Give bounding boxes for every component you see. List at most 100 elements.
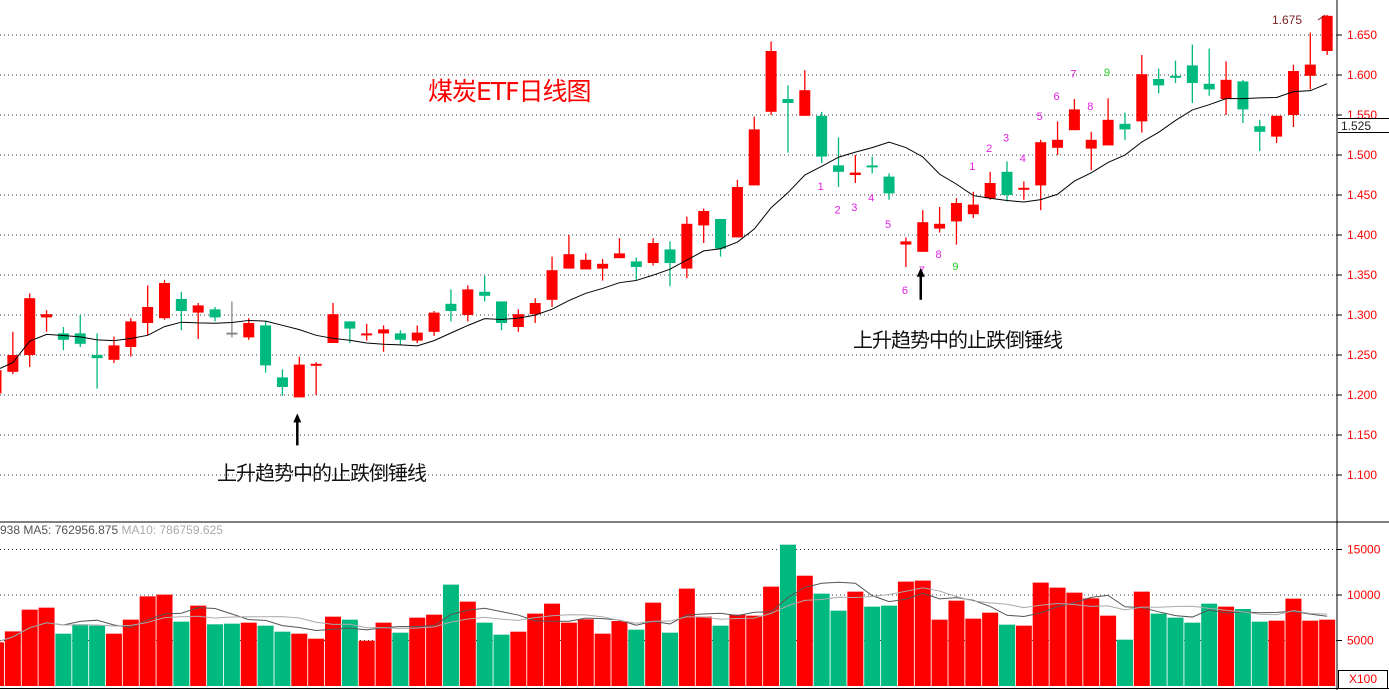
volume-bar: [1116, 639, 1133, 686]
volume-bar: [1049, 587, 1066, 686]
volume-bar: [864, 606, 881, 686]
td-count-label: 1: [969, 161, 975, 173]
candle-body: [125, 321, 137, 347]
candle-body: [950, 203, 962, 222]
volume-bar: [1015, 625, 1032, 686]
candle-body: [142, 307, 154, 323]
volume-bar: [645, 602, 662, 686]
candle-body: [866, 165, 878, 168]
candle-body: [917, 222, 929, 252]
volume-bar: [223, 623, 240, 686]
candle-body: [91, 355, 103, 359]
volume-bar: [257, 625, 274, 686]
annotation-label-2: 上升趋势中的止跌倒锤线: [853, 328, 1063, 352]
volume-bar: [1167, 617, 1184, 686]
volume-bar: [847, 591, 864, 686]
candle-body: [1052, 139, 1064, 148]
candle-body: [1085, 139, 1097, 149]
volume-bar: [358, 640, 375, 686]
candle-body: [41, 314, 53, 318]
td-count-label: 8: [936, 249, 942, 261]
ma10-line: [0, 83, 1328, 369]
arrow-up-icon: [916, 267, 925, 277]
candle-body: [159, 283, 170, 319]
candle-body: [529, 303, 541, 315]
volume-bar: [291, 633, 308, 686]
volume-bar: [459, 601, 476, 686]
candle-body: [378, 329, 390, 334]
candle-body: [361, 333, 373, 336]
volume-bar: [662, 632, 678, 686]
volume-header: 938 MA5: 762956.875 MA10: 786759.625: [0, 523, 223, 537]
volume-header-prefix: 938: [0, 523, 21, 537]
volume-bar: [729, 614, 746, 686]
volume-unit-label: X100: [1338, 670, 1388, 689]
candle-body: [613, 253, 625, 259]
candle-body: [1271, 115, 1283, 137]
volume-bar: [493, 634, 510, 686]
volume-bar: [881, 605, 898, 686]
volume-bar: [746, 615, 763, 686]
volume-bar: [0, 642, 4, 686]
candle-body: [698, 211, 710, 226]
volume-bar: [207, 624, 224, 686]
volume-bar: [560, 622, 577, 686]
chart-title: 煤炭ETF日线图: [428, 77, 591, 106]
price-tick-label: 1.400: [1347, 228, 1377, 242]
volume-bar: [1302, 620, 1319, 686]
candle-body: [1203, 83, 1215, 90]
price-tick-label: 1.300: [1347, 308, 1377, 322]
candle-body: [563, 254, 575, 269]
candle-body: [1220, 79, 1232, 99]
volume-bar: [813, 593, 830, 686]
volume-bar: [392, 632, 409, 686]
candle-body: [664, 249, 676, 263]
candle-body: [462, 289, 474, 315]
volume-bar: [1234, 609, 1251, 686]
candle-body: [1153, 79, 1165, 86]
volume-bar: [375, 622, 392, 686]
candle-body: [0, 370, 2, 394]
candle-body: [546, 270, 558, 300]
volume-tick-label: 10000: [1347, 588, 1381, 602]
candle-body: [1035, 142, 1047, 186]
volume-bar: [89, 625, 106, 686]
volume-bar: [779, 544, 796, 686]
candle-body: [192, 305, 204, 313]
volume-bar: [594, 633, 611, 686]
volume-bar: [628, 629, 645, 686]
volume-bar: [830, 610, 847, 686]
candle-body: [394, 333, 406, 340]
volume-bar: [695, 616, 712, 686]
td-count-label: 5: [885, 219, 891, 231]
volume-bar: [510, 631, 527, 686]
price-tick-label: 1.450: [1347, 188, 1377, 202]
candle-body: [580, 259, 592, 270]
price-tick-label: 1.150: [1347, 428, 1377, 442]
candle-body: [1119, 123, 1131, 130]
volume-bar: [1218, 606, 1235, 686]
candle-body: [934, 223, 946, 229]
volume-bar: [914, 580, 931, 686]
candle-body: [260, 325, 272, 366]
volume-bar: [931, 619, 948, 686]
candle-body: [984, 183, 996, 199]
candle-body: [731, 187, 743, 238]
volume-bar: [611, 621, 628, 686]
volume-bar: [1319, 619, 1336, 686]
price-tick-label: 1.500: [1347, 148, 1377, 162]
volume-bar: [577, 619, 594, 686]
candle-body: [1136, 74, 1148, 122]
volume-bar: [156, 594, 173, 686]
volume-bar: [712, 625, 729, 686]
candle-body: [310, 363, 322, 366]
volume-bar: [325, 616, 341, 686]
price-tick-label: 1.600: [1347, 68, 1377, 82]
volume-bar: [173, 621, 190, 686]
price-tick-label: 1.250: [1347, 348, 1377, 362]
volume-bar: [274, 631, 291, 686]
td-count-label: 1: [818, 181, 824, 193]
candle-body: [512, 314, 524, 327]
candle-body: [428, 312, 440, 332]
candle-body: [1001, 171, 1013, 195]
